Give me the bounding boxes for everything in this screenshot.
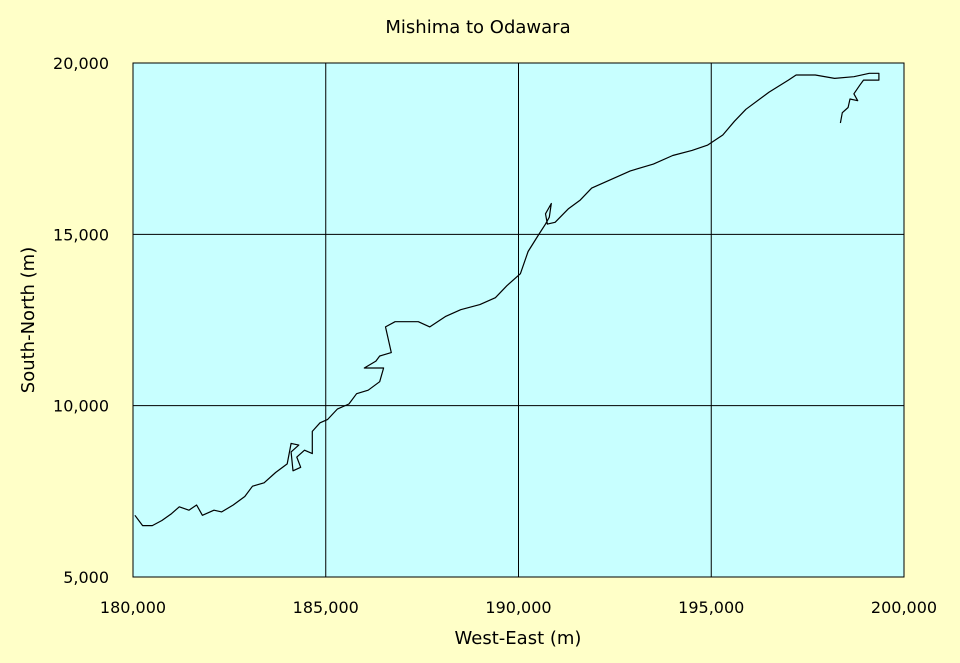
series-group [134,72,880,527]
x-tick-labels: 180,000 185,000 190,000 195,000 200,000 [100,598,937,617]
y-tick-label: 5,000 [63,568,109,587]
y-axis-title: South-North (m) [18,247,39,393]
y-tick-label: 10,000 [53,397,109,416]
x-tick-label: 200,000 [871,598,937,617]
x-tick-label: 185,000 [293,598,359,617]
chart-title: Mishima to Odawara [385,17,570,38]
route-line [134,72,880,527]
x-tick-label: 195,000 [678,598,744,617]
x-tick-label: 190,000 [485,598,551,617]
x-tick-label: 180,000 [100,598,166,617]
y-tick-labels: 5,000 10,000 15,000 20,000 [53,54,109,587]
y-tick-label: 20,000 [53,54,109,73]
x-axis-title: West-East (m) [455,628,582,649]
plot-border [132,62,905,578]
y-tick-label: 15,000 [53,225,109,244]
